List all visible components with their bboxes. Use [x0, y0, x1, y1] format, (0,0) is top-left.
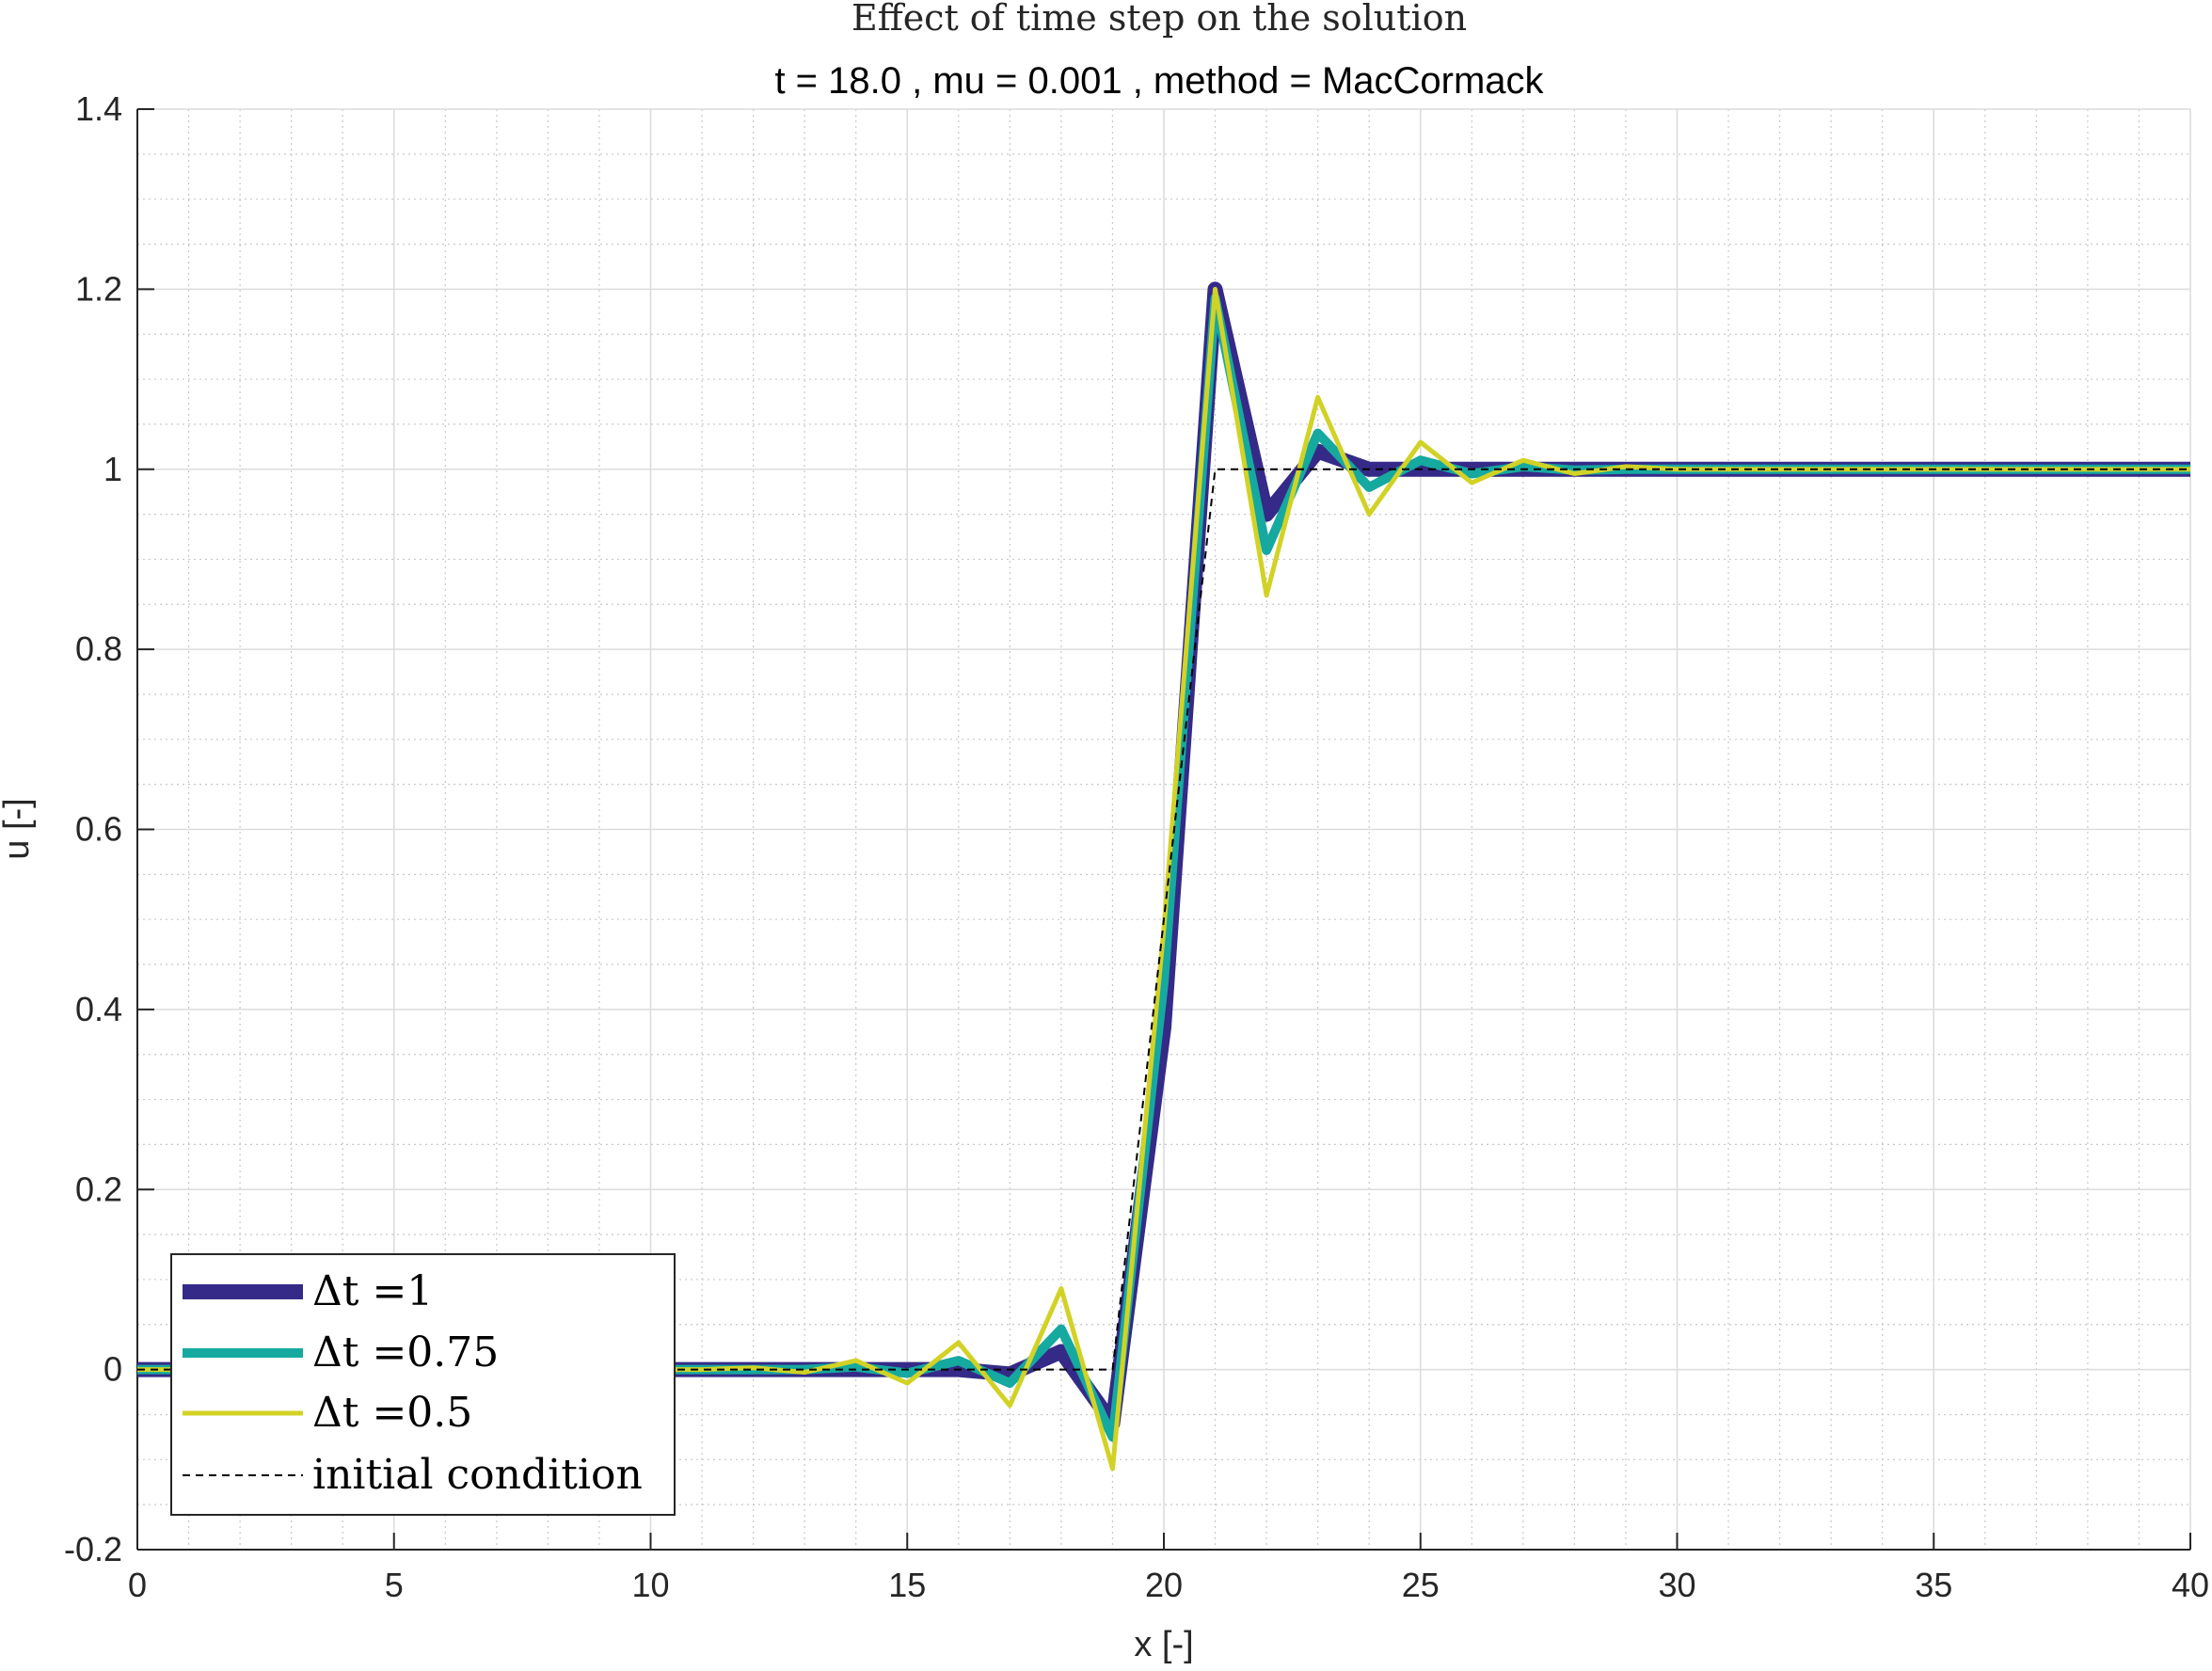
- legend-label: initial condition: [312, 1451, 643, 1499]
- x-tick-label: 35: [1915, 1566, 1952, 1604]
- x-tick-label: 20: [1145, 1566, 1183, 1604]
- x-tick-label: 10: [631, 1566, 669, 1604]
- y-tick-label: 1.2: [75, 269, 122, 308]
- x-axis-label: x [-]: [1134, 1625, 1193, 1664]
- y-tick-label: 0.6: [75, 810, 122, 849]
- legend-label: Δt =1: [312, 1267, 433, 1315]
- tick-labels: 0 5 10 15 20 25 30 35 40-0.200.20.40.60.811.21.4: [64, 89, 2209, 1604]
- chart-subtitle: t = 18.0 , mu = 0.001 , method = MacCorm…: [774, 60, 1544, 102]
- chart-title: Effect of time step on the solution: [851, 0, 1467, 39]
- y-tick-label: 0: [103, 1350, 122, 1389]
- series-line: [137, 468, 2190, 1371]
- y-tick-label: 0.8: [75, 629, 122, 668]
- x-tick-label: 5: [385, 1566, 404, 1604]
- x-tick-label: 30: [1658, 1566, 1695, 1604]
- y-tick-label: 1.4: [75, 89, 122, 128]
- y-tick-label: 0.4: [75, 990, 122, 1028]
- legend-label: Δt =0.75: [312, 1329, 499, 1377]
- x-tick-label: 40: [2172, 1566, 2209, 1604]
- y-tick-label: 0.2: [75, 1170, 122, 1208]
- x-tick-label: 0: [128, 1566, 147, 1604]
- legend-items: Δt =1 Δt =0.75 Δt =0.5 initial condition: [183, 1267, 643, 1499]
- y-tick-label: 1: [103, 450, 122, 488]
- legend-label: Δt =0.5: [312, 1389, 472, 1437]
- y-axis-label: u [-]: [0, 798, 37, 859]
- y-tick-label: -0.2: [64, 1530, 122, 1568]
- legend: Δt =1 Δt =0.75 Δt =0.5 initial condition: [170, 1253, 676, 1516]
- grid: [136, 108, 2191, 1551]
- x-tick-label: 15: [888, 1566, 926, 1604]
- x-tick-label: 25: [1402, 1566, 1440, 1604]
- axes: [136, 108, 2191, 1551]
